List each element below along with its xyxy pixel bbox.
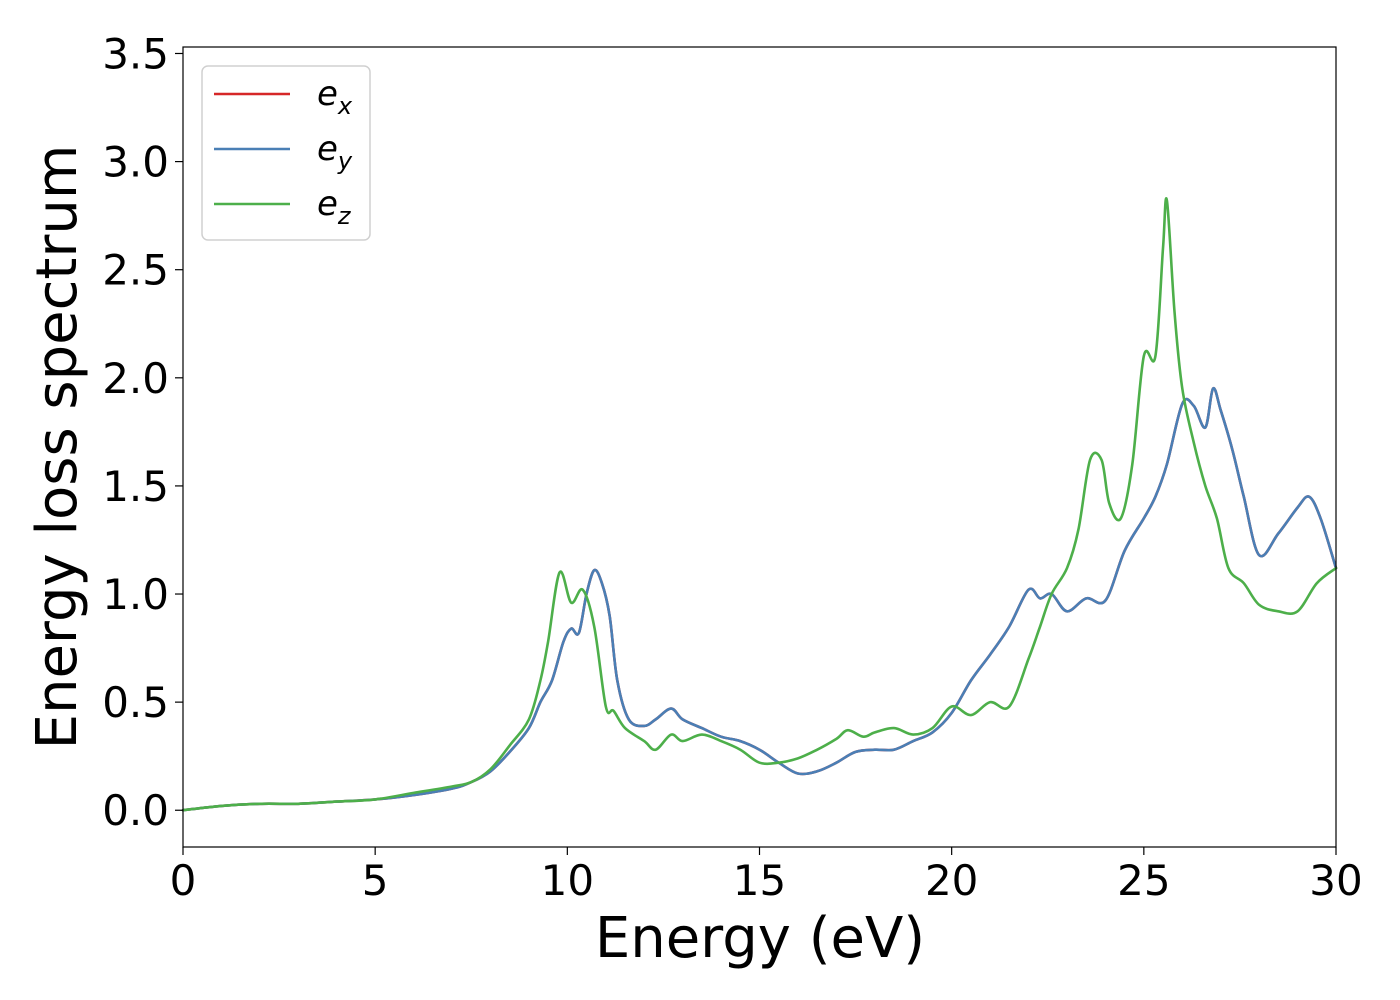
- y-tick-label: 1.0: [102, 570, 169, 619]
- series-line-ez: [181, 197, 1338, 812]
- x-tick-label: 20: [925, 856, 978, 905]
- legend-label-ez: ez: [317, 184, 352, 230]
- x-axis-title: Energy (eV): [595, 906, 925, 971]
- legend-box: [201, 65, 371, 241]
- legend: ex ey ez: [201, 65, 371, 241]
- x-tick-label: 5: [362, 856, 389, 905]
- x-axis-ticks: 0 5 10 15 20 25 30: [170, 847, 1363, 905]
- y-tick-label: 0.5: [102, 678, 169, 727]
- x-tick-label: 15: [733, 856, 786, 905]
- y-tick-label: 3.0: [102, 138, 169, 187]
- plot-area: [183, 47, 1336, 847]
- y-tick-label: 2.0: [102, 354, 169, 403]
- y-tick-label: 3.5: [102, 29, 169, 78]
- x-tick-label: 0: [170, 856, 197, 905]
- y-tick-label: 2.5: [102, 246, 169, 295]
- y-axis-ticks: 0.0 0.5 1.0 1.5 2.0 2.5 3.0 3.5: [102, 29, 183, 835]
- x-tick-label: 30: [1309, 856, 1362, 905]
- y-tick-label: 1.5: [102, 462, 169, 511]
- legend-label-ex: ex: [317, 74, 353, 120]
- y-axis-title: Energy loss spectrum: [25, 145, 90, 750]
- x-tick-label: 10: [541, 856, 594, 905]
- x-tick-label: 25: [1117, 856, 1170, 905]
- series-layer: [181, 197, 1338, 812]
- series-line-ey: [181, 386, 1338, 812]
- y-tick-label: 0.0: [102, 786, 169, 835]
- legend-label-ey: ey: [317, 129, 353, 175]
